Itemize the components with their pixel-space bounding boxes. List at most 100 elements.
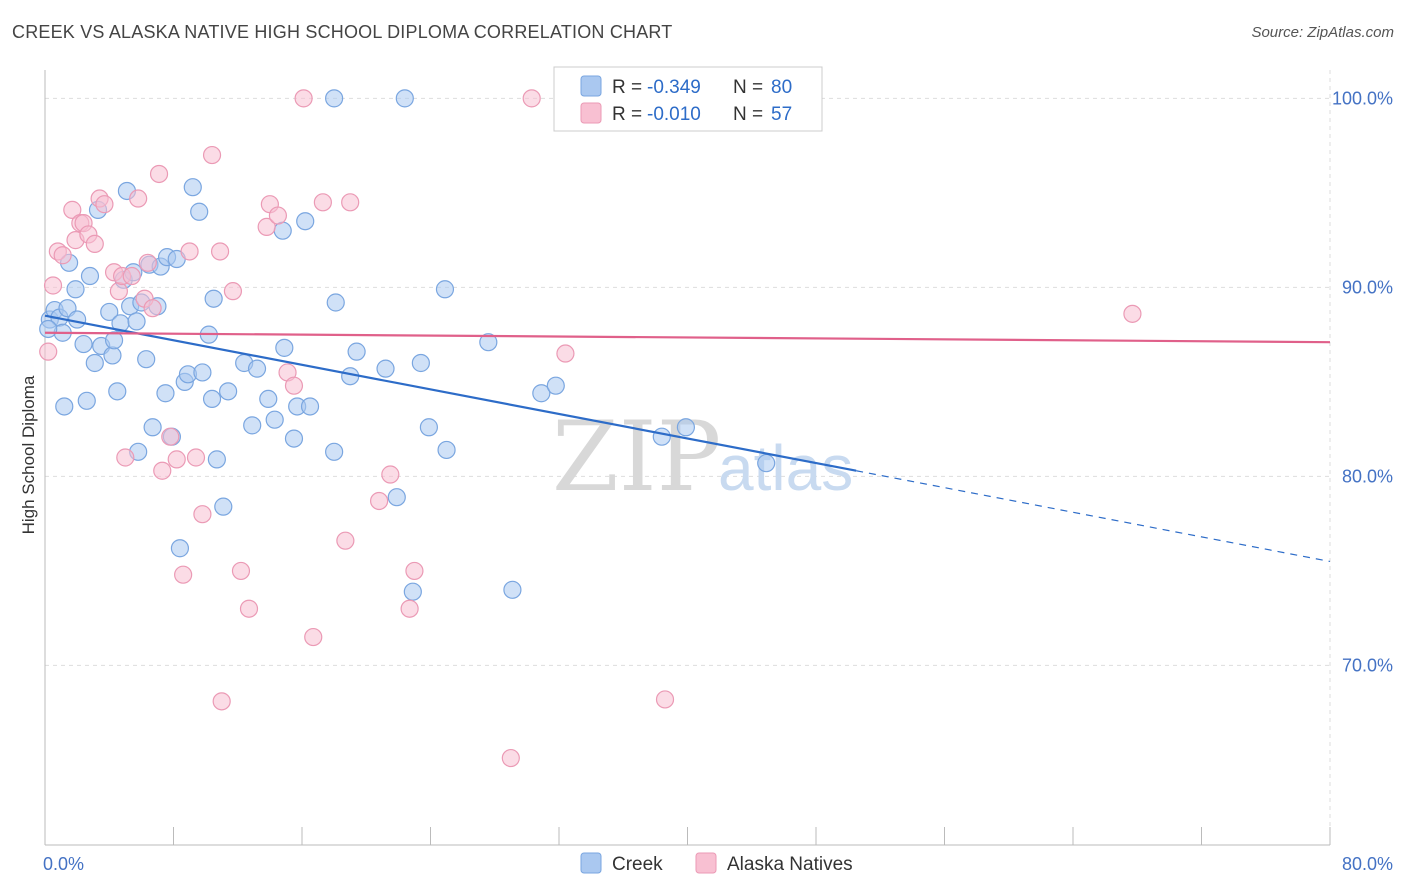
creek-point	[39, 319, 58, 339]
alaska-natives-point	[138, 253, 157, 272]
creek-point	[395, 89, 414, 108]
creek-point	[325, 442, 344, 461]
y-tick-label: 90.0%	[1342, 277, 1393, 297]
creek-point	[100, 302, 119, 322]
creek-point	[243, 416, 262, 435]
stats-n-label-alaska: N =	[733, 104, 763, 125]
creek-point	[170, 539, 190, 558]
alaska-natives-point	[116, 448, 135, 467]
alaska-natives-point	[143, 299, 162, 318]
stats-swatch-alaska	[580, 102, 602, 124]
creek-point	[347, 342, 366, 361]
creek-point	[66, 280, 85, 299]
creek-point	[296, 212, 315, 231]
alaska-natives-point	[284, 376, 304, 395]
stats-n-value-alaska: 57	[771, 104, 792, 125]
alaska-natives-point	[53, 246, 72, 265]
legend-label-creek: Creek	[612, 854, 663, 875]
creek-trend-line	[44, 314, 857, 472]
stats-box: R = -0.349 N = 80 R = -0.010 N = 57	[553, 66, 823, 132]
creek-point	[183, 178, 202, 197]
alaska-natives-point	[180, 242, 199, 261]
alaska-natives-point	[193, 505, 212, 524]
legend-swatch-alaska	[695, 852, 717, 874]
watermark-zip: ZIP	[552, 401, 721, 513]
creek-point	[546, 376, 565, 395]
creek-point	[532, 384, 551, 403]
creek-point	[143, 418, 162, 437]
creek-trend-line-extension	[856, 470, 1331, 563]
creek-point	[68, 310, 87, 329]
creek-point	[193, 363, 212, 382]
creek-point	[652, 427, 671, 446]
creek-point	[503, 580, 522, 599]
stats-r-label-creek: R =	[612, 77, 642, 98]
stats-n-label-creek: N =	[733, 77, 763, 98]
x-tick-label: 0.0%	[43, 854, 84, 874]
creek-point	[387, 488, 406, 507]
stats-r-value-creek: -0.349	[647, 77, 701, 98]
creek-point	[247, 359, 267, 378]
trend-lines	[44, 314, 1331, 563]
creek-point	[108, 382, 127, 401]
creek-point	[207, 450, 226, 469]
stats-n-value-creek: 80	[771, 77, 792, 98]
creek-point	[55, 397, 74, 416]
alaska-natives-point	[212, 692, 231, 711]
legend: Creek Alaska Natives	[580, 852, 853, 875]
alaska-natives-point	[95, 195, 114, 214]
alaska-natives-point	[174, 565, 193, 584]
alaska-natives-point	[43, 276, 63, 295]
creek-point	[435, 280, 455, 299]
y-tick-labels: 100.0% 90.0% 80.0% 70.0%	[1332, 88, 1393, 675]
alaska-natives-point	[336, 531, 355, 550]
creek-point	[202, 389, 222, 409]
alaska-natives-point	[153, 461, 172, 480]
alaska-natives-point	[655, 690, 675, 709]
creek-point	[214, 497, 233, 516]
alaska-natives-point	[202, 145, 222, 165]
creek-point	[204, 289, 223, 308]
creek-point	[676, 418, 695, 437]
alaska-natives-point	[210, 242, 230, 261]
creek-point	[127, 312, 146, 331]
creek-point	[437, 440, 456, 460]
x-tick-label: 80.0%	[1342, 854, 1393, 874]
creek-point	[284, 429, 304, 448]
alaska-natives-point	[85, 234, 104, 254]
alaska-natives-point	[129, 189, 148, 208]
alaska-natives-point	[370, 491, 389, 511]
creek-point	[326, 293, 345, 312]
alaska-natives-point	[167, 450, 186, 469]
alaska-natives-point	[109, 282, 128, 301]
alaska-natives-point	[501, 748, 520, 768]
source-label: Source: ZipAtlas.com	[1251, 24, 1394, 41]
creek-point	[156, 384, 175, 403]
alaska-natives-point	[39, 342, 58, 361]
creek-point	[403, 582, 422, 601]
alaska-natives-point	[186, 448, 206, 467]
watermark-atlas: atlas	[718, 432, 853, 504]
alaska-natives-point	[149, 164, 169, 184]
alaska-natives-point	[161, 427, 180, 446]
creek-point	[275, 338, 294, 357]
y-tick-label: 100.0%	[1332, 88, 1393, 108]
creek-point	[757, 454, 776, 473]
alaska-natives-point	[556, 344, 575, 363]
axes	[44, 70, 1331, 846]
alaska-natives-trend-line	[44, 331, 1331, 344]
creek-point	[137, 350, 156, 369]
creek-point	[103, 346, 122, 365]
y-tick-label: 70.0%	[1342, 655, 1393, 675]
creek-point	[325, 89, 344, 108]
creek-point	[219, 382, 238, 401]
creek-point	[411, 353, 430, 373]
stats-r-label-alaska: R =	[612, 104, 642, 125]
creek-point	[419, 418, 438, 437]
creek-point	[74, 334, 93, 354]
alaska-natives-point	[522, 89, 541, 108]
alaska-natives-point	[405, 561, 424, 581]
x-tick-labels: 0.0% 80.0%	[43, 854, 1393, 874]
y-axis-label: High School Diploma	[19, 375, 38, 534]
